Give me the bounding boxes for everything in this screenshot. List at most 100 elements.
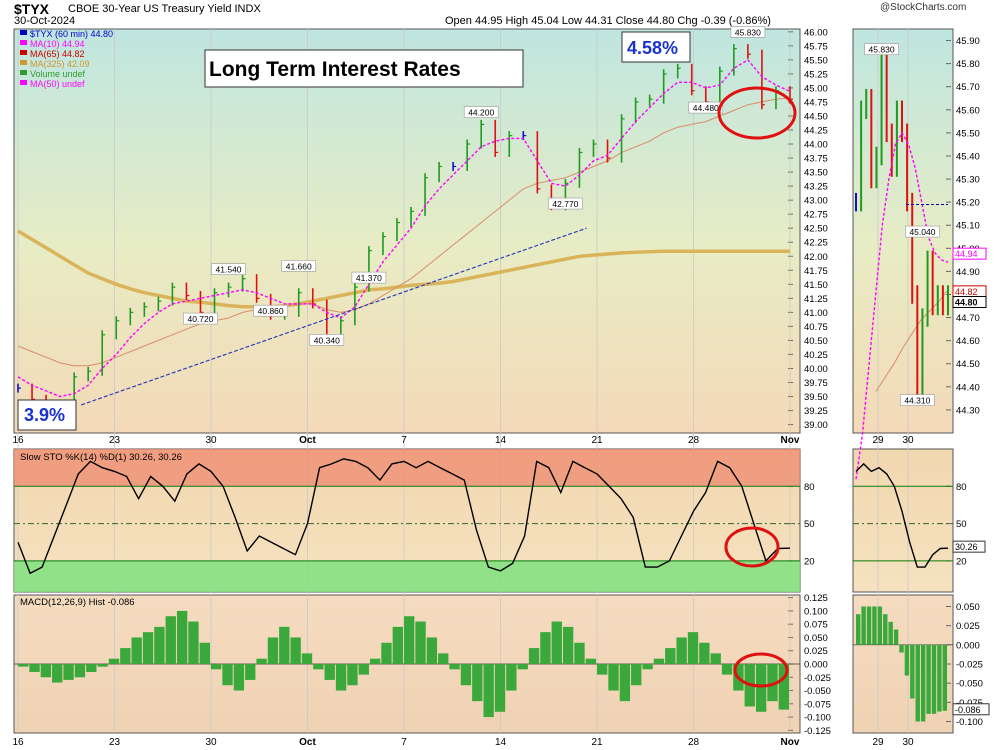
oversold-band [14, 560, 800, 592]
price-point-label: 44.480 [693, 103, 719, 113]
detail-price-ytick-label: 44.60 [956, 336, 980, 347]
detail-point-label-box [900, 394, 935, 406]
macd-histogram-bar [381, 642, 392, 664]
macd-xtick-label: 7 [401, 737, 407, 748]
macd-ytick-label: 0.050 [804, 633, 828, 644]
detail-price-ytick-label: 45.30 [956, 175, 980, 186]
macd-xtick-label: Nov [781, 737, 800, 748]
detail-sto-ytick-label: 50 [956, 519, 967, 530]
detail-point-label: 45.040 [909, 227, 935, 237]
detail-price-ytick-label: 45.10 [956, 221, 980, 232]
sto-ytick-label: 20 [804, 556, 815, 567]
macd-histogram-bar [710, 653, 721, 664]
macd-histogram-bar [256, 658, 267, 664]
macd-histogram-bar [631, 664, 642, 686]
detail-macd-histogram-bar [861, 606, 866, 645]
macd-histogram-bar [97, 664, 108, 667]
detail-macd-last-box [952, 703, 990, 716]
macd-histogram-bar [528, 648, 540, 664]
price-ytick-label: 40.75 [804, 322, 828, 333]
price-ytick-label: 43.50 [804, 168, 828, 179]
price-legend-entry: MA(65) 44.82 [30, 49, 85, 59]
price-point-label: 40.860 [258, 306, 284, 316]
detail-ma10-line [855, 131, 949, 480]
price-ytick-label: 43.00 [804, 196, 828, 207]
price-ytick-label: 42.00 [804, 252, 828, 263]
price-ytick-label: 42.25 [804, 238, 828, 249]
low-annotation: 3.9% [24, 405, 65, 425]
price-ytick-label: 44.25 [804, 126, 828, 137]
macd-histogram-bar [438, 653, 449, 664]
price-ytick-label: 40.00 [804, 364, 828, 375]
detail-sto-ytick-label: 80 [956, 482, 967, 493]
macd-xtick-label: Oct [299, 737, 316, 748]
macd-histogram-bar [619, 664, 631, 702]
macd-histogram-bar [676, 637, 687, 664]
price-point-label-box [730, 26, 766, 38]
detail-last-value-label: 44.94 [955, 249, 978, 259]
price-xtick-label: 30 [205, 435, 217, 446]
macd-histogram-bar [52, 664, 63, 683]
overbought-band [14, 449, 800, 487]
price-ytick-label: 44.00 [804, 140, 828, 151]
macd-histogram-bar [279, 626, 290, 664]
macd-histogram-bar [18, 664, 29, 667]
detail-price-ytick-label: 44.50 [956, 359, 980, 370]
macd-histogram-bar [665, 648, 676, 664]
macd-histogram-bar [517, 664, 528, 670]
detail-macd-histogram-bar [937, 644, 942, 712]
macd-histogram-bar [767, 664, 778, 702]
macd-histogram-bar [108, 658, 120, 664]
detail-stochastic-line [855, 462, 949, 568]
stockcharts-watermark: @StockCharts.com [880, 2, 967, 13]
price-legend-entry: $TYX (60 min) 44.80 [30, 29, 113, 39]
macd-histogram-bar [778, 664, 789, 710]
detail-macd-histogram-bar [888, 621, 893, 645]
price-panel-background [13, 28, 801, 434]
macd-histogram-bar [165, 616, 176, 664]
price-ytick-label: 41.50 [804, 280, 828, 291]
macd-ytick-label: 0.025 [804, 646, 828, 657]
price-ytick-label: 45.50 [804, 55, 828, 66]
price-legend-swatch [20, 70, 27, 75]
detail-macd-xtick-label: 29 [872, 737, 884, 748]
price-legend-swatch [20, 30, 27, 35]
price-xtick-label: 28 [688, 435, 700, 446]
chart-date: 30-Oct-2024 [14, 15, 76, 27]
detail-ma65-line [875, 289, 949, 392]
detail-macd-ytick-label: 0.025 [956, 621, 980, 632]
macd-histogram-bar [267, 637, 279, 664]
price-point-label: 41.540 [216, 265, 242, 275]
detail-sto-last-label: 30.26 [955, 542, 978, 552]
title-annotation: Long Term Interest Rates [209, 58, 461, 81]
macd-histogram-bar [74, 664, 86, 678]
price-point-label: 40.340 [314, 335, 340, 345]
price-ytick-label: 41.75 [804, 266, 828, 277]
detail-macd-histogram-bar [942, 644, 947, 711]
macd-histogram-bar [562, 626, 574, 664]
macd-xtick-label: 21 [591, 737, 603, 748]
price-legend-swatch [20, 40, 27, 45]
price-ytick-label: 40.50 [804, 336, 828, 347]
macd-ytick-label: 0.100 [804, 606, 828, 617]
price-xtick-label: 16 [12, 435, 24, 446]
macd-histogram-bar [472, 664, 483, 702]
macd-histogram-bar [585, 658, 596, 664]
macd-histogram-bar [483, 664, 494, 718]
price-point-label: 44.200 [468, 108, 494, 118]
macd-histogram-bar [540, 632, 551, 664]
price-ytick-label: 44.75 [804, 97, 828, 108]
detail-macd-ytick-label: -0.100 [956, 717, 983, 728]
detail-macd-histogram-bar [872, 606, 877, 645]
data-layer [17, 44, 949, 722]
macd-xtick-label: 30 [205, 737, 217, 748]
price-xtick-label: Oct [299, 435, 316, 446]
macd-xtick-label: 23 [109, 737, 121, 748]
macd-histogram-bar [131, 637, 142, 664]
macd-histogram-bar [449, 664, 460, 670]
price-xtick-label: Nov [781, 435, 800, 446]
detail-macd-ytick-label: 0.050 [956, 602, 980, 613]
macd-histogram-bar [63, 664, 74, 680]
price-point-label-box [688, 101, 724, 114]
macd-histogram-bar [222, 664, 233, 686]
